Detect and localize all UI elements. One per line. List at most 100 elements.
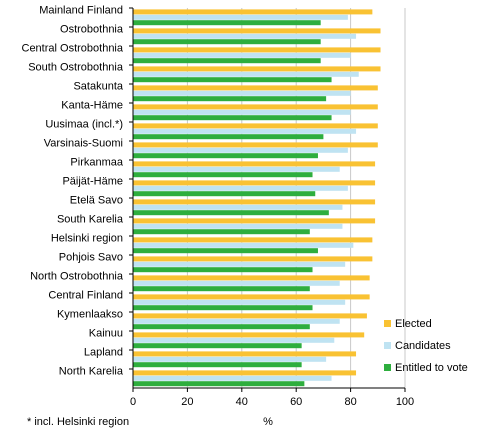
bar-entitled-to-vote-north-ostrobothnia [133,286,310,292]
legend-swatch [384,364,391,371]
bar-candidates-pohjois-savo [133,261,346,267]
category-label: North Karelia [59,366,124,378]
bar-candidates-helsinki-region [133,242,354,248]
bar-entitled-to-vote-p-ij-t-h-me [133,191,316,197]
category-label: North Ostrobothnia [30,271,124,283]
x-tick-label: 20 [181,396,193,408]
bar-candidates-central-finland [133,299,346,305]
bar-elected-etel-savo [133,199,376,205]
bar-elected-ostrobothnia [133,28,381,34]
category-label: Ostrobothnia [60,24,124,36]
legend-item-entitled-to-vote: Entitled to vote [384,362,468,374]
legend-swatch [384,342,391,349]
bar-elected-central-ostrobothnia [133,47,381,53]
category-label: Kanta-Häme [61,100,123,112]
bar-entitled-to-vote-ostrobothnia [133,39,321,45]
bar-entitled-to-vote-kymenlaakso [133,324,310,330]
bar-candidates-north-karelia [133,375,332,381]
bar-elected-satakunta [133,85,378,91]
category-label: Mainland Finland [39,5,123,17]
bar-candidates-varsinais-suomi [133,147,348,153]
bar-elected-uusimaa-incl [133,123,378,129]
bar-entitled-to-vote-uusimaa-incl [133,134,324,140]
bar-candidates-kainuu [133,337,335,343]
bar-elected-north-karelia [133,370,357,376]
bar-entitled-to-vote-central-ostrobothnia [133,58,321,64]
category-label: Kainuu [89,328,123,340]
bar-elected-varsinais-suomi [133,142,378,148]
category-labels: Mainland Finland Ostrobothnia Central Ostr… [22,5,124,378]
bar-elected-north-ostrobothnia [133,275,370,281]
bar-candidates-p-ij-t-h-me [133,185,348,191]
category-label: Central Finland [48,290,123,302]
legend-label: Entitled to vote [395,362,468,374]
bar-elected-kainuu [133,332,365,338]
category-label: South Ostrobothnia [28,62,124,74]
bar-entitled-to-vote-varsinais-suomi [133,153,318,159]
bar-candidates-central-ostrobothnia [133,52,351,58]
bar-entitled-to-vote-kanta-h-me [133,115,332,121]
category-label: Päijät-Häme [62,176,123,188]
x-tick-label: 40 [236,396,248,408]
category-label: Lapland [84,347,123,359]
bar-candidates-ostrobothnia [133,33,357,39]
category-label: Central Ostrobothnia [22,43,124,55]
bar-entitled-to-vote-etel-savo [133,210,329,216]
category-label: South Karelia [57,214,124,226]
bar-candidates-satakunta [133,90,351,96]
category-label: Varsinais-Suomi [44,138,123,150]
bar-elected-south-ostrobothnia [133,66,381,72]
bar-candidates-north-ostrobothnia [133,280,340,286]
bar-candidates-pirkanmaa [133,166,340,172]
bar-elected-kymenlaakso [133,313,367,319]
bar-entitled-to-vote-kainuu [133,343,302,349]
bar-entitled-to-vote-north-karelia [133,381,305,387]
legend-item-elected: Elected [384,318,432,330]
bar-entitled-to-vote-central-finland [133,305,313,311]
bar-elected-kanta-h-me [133,104,378,110]
bar-elected-helsinki-region [133,237,373,243]
bar-entitled-to-vote-south-ostrobothnia [133,77,332,83]
bar-candidates-kanta-h-me [133,109,351,115]
x-tick-label: 0 [130,396,136,408]
bar-entitled-to-vote-satakunta [133,96,327,102]
grid-lines [186,8,406,388]
bar-entitled-to-vote-pirkanmaa [133,172,313,178]
category-label: Pohjois Savo [59,252,123,264]
bar-candidates-kymenlaakso [133,318,340,324]
x-tick-label: 100 [396,396,414,408]
bar-elected-pohjois-savo [133,256,373,262]
legend-swatch [384,320,391,327]
x-axis-label: % [263,416,273,428]
bar-candidates-south-ostrobothnia [133,71,359,77]
axes [129,7,406,392]
bar-elected-lapland [133,351,357,357]
legend-item-candidates: Candidates [384,340,451,352]
bar-candidates-lapland [133,356,327,362]
legend: Elected Candidates Entitled to vote [384,318,468,374]
category-label: Pirkanmaa [70,157,123,169]
bar-candidates-etel-savo [133,204,343,210]
bar-elected-mainland-finland [133,9,373,15]
category-label: Uusimaa (incl.*) [45,119,123,131]
bars [133,9,381,387]
bar-candidates-south-karelia [133,223,343,229]
bar-candidates-mainland-finland [133,14,348,20]
category-label: Helsinki region [51,233,123,245]
category-label: Etelä Savo [70,195,123,207]
bar-entitled-to-vote-mainland-finland [133,20,321,26]
bar-elected-p-ij-t-h-me [133,180,376,186]
x-tick-label: 60 [290,396,302,408]
bar-elected-pirkanmaa [133,161,376,167]
x-tick-labels: 0 20 40 60 80 100 [130,396,414,408]
bar-elected-central-finland [133,294,370,300]
category-label: Kymenlaakso [57,309,123,321]
footnote: * incl. Helsinki region [27,416,129,428]
legend-label: Elected [395,318,432,330]
x-tick-label: 80 [344,396,356,408]
bar-candidates-uusimaa-incl [133,128,357,134]
bar-entitled-to-vote-lapland [133,362,302,368]
category-label: Satakunta [73,81,123,93]
